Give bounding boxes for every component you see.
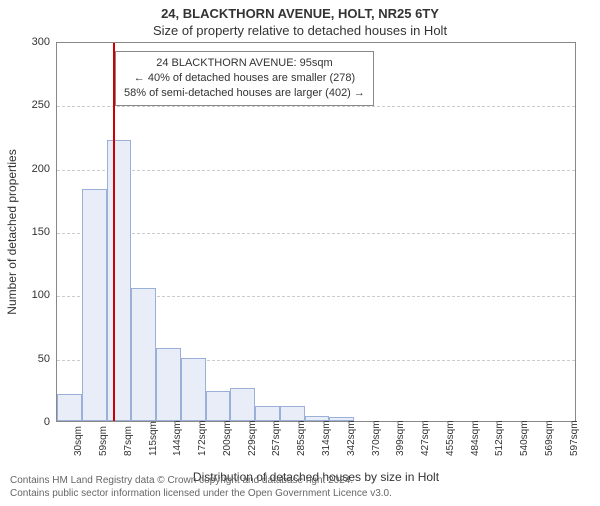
x-tick-label: 172sqm (197, 420, 208, 456)
annotation-box: 24 BLACKTHORN AVENUE: 95sqm← 40% of deta… (115, 51, 374, 106)
x-tick-label: 399sqm (395, 420, 406, 456)
histogram-bar (107, 140, 132, 421)
x-tick-label: 455sqm (445, 420, 456, 456)
x-tick-label: 30sqm (73, 426, 84, 456)
gridline (57, 233, 575, 234)
x-tick-label: 257sqm (271, 420, 282, 456)
histogram-bar (181, 358, 206, 421)
y-tick-label: 150 (32, 226, 50, 238)
x-tick-label: 87sqm (123, 426, 134, 456)
x-tick-label: 569sqm (544, 420, 555, 456)
histogram-bar (280, 406, 305, 421)
x-tick-label: 59sqm (98, 426, 109, 456)
x-tick-label: 512sqm (494, 420, 505, 456)
histogram-bar (230, 388, 255, 421)
x-tick-label: 427sqm (420, 420, 431, 456)
histogram-bar (131, 288, 156, 421)
footer-line-2: Contains public sector information licen… (10, 487, 392, 500)
title-line-2: Size of property relative to detached ho… (0, 23, 600, 38)
histogram-bar (156, 348, 181, 421)
plot-area: 30sqm59sqm87sqm115sqm144sqm172sqm200sqm2… (56, 42, 576, 422)
y-tick-label: 250 (32, 99, 50, 111)
x-tick-label: 144sqm (172, 420, 183, 456)
gridline (57, 106, 575, 107)
x-tick-label: 115sqm (148, 421, 159, 456)
chart-container: Number of detached properties 30sqm59sqm… (56, 42, 576, 422)
histogram-bar (255, 406, 280, 421)
histogram-bar (82, 189, 107, 421)
title-line-1: 24, BLACKTHORN AVENUE, HOLT, NR25 6TY (0, 6, 600, 21)
annotation-line: 24 BLACKTHORN AVENUE: 95sqm (124, 56, 365, 71)
annotation-line: 58% of semi-detached houses are larger (… (124, 86, 365, 101)
footer-line-1: Contains HM Land Registry data © Crown c… (10, 474, 392, 487)
y-tick-label: 50 (38, 353, 50, 365)
x-tick-label: 540sqm (519, 420, 530, 456)
x-tick-label: 484sqm (470, 420, 481, 456)
x-tick-label: 370sqm (371, 420, 382, 456)
x-tick-label: 314sqm (321, 420, 332, 456)
footer-attribution: Contains HM Land Registry data © Crown c… (10, 474, 392, 500)
y-tick-label: 0 (44, 416, 50, 428)
x-tick-label: 597sqm (569, 420, 580, 456)
x-tick-label: 229sqm (247, 420, 258, 456)
y-tick-label: 300 (32, 36, 50, 48)
histogram-bar (57, 394, 82, 421)
x-tick-label: 342sqm (346, 420, 357, 456)
annotation-line: ← 40% of detached houses are smaller (27… (124, 71, 365, 86)
chart-titles: 24, BLACKTHORN AVENUE, HOLT, NR25 6TY Si… (0, 6, 600, 38)
x-tick-label: 285sqm (296, 420, 307, 456)
y-tick-label: 100 (32, 289, 50, 301)
histogram-bar (206, 391, 231, 421)
x-tick-label: 200sqm (222, 420, 233, 456)
gridline (57, 170, 575, 171)
y-tick-label: 200 (32, 163, 50, 175)
y-axis-label: Number of detached properties (5, 149, 19, 314)
